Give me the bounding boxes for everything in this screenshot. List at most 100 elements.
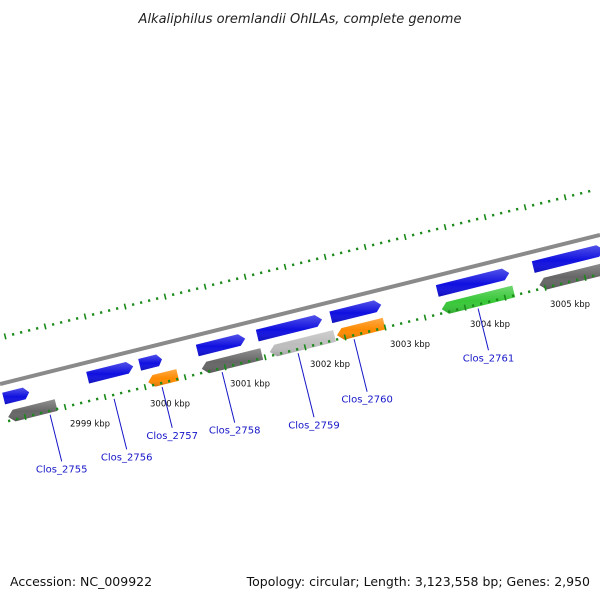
inner-tick	[551, 284, 555, 288]
inner-tick	[7, 419, 11, 423]
inner-tick	[343, 334, 347, 341]
inner-tick	[31, 413, 35, 417]
outer-tick	[579, 191, 583, 195]
outer-tick	[187, 289, 191, 293]
reverse-gene-3[interactable]	[201, 348, 264, 374]
gene-arrow-shade	[531, 245, 600, 273]
inner-tick	[63, 403, 67, 411]
inner-tick	[383, 324, 387, 331]
inner-tick	[559, 282, 563, 286]
outer-tick	[179, 291, 183, 295]
inner-tick	[479, 302, 483, 306]
reverse-gene-4[interactable]	[269, 330, 336, 357]
gene-label-link[interactable]: Clos_2756	[101, 452, 153, 463]
reverse-gene-2[interactable]	[148, 369, 180, 387]
gene-arrow-shade	[8, 399, 58, 422]
inner-tick	[151, 383, 155, 387]
inner-tick	[535, 288, 539, 292]
inner-tick	[159, 381, 163, 385]
inner-tick	[39, 411, 43, 415]
reverse-gene-5[interactable]	[337, 317, 386, 340]
gene-label-link[interactable]: Clos_2758	[209, 426, 261, 437]
outer-tick	[131, 303, 135, 307]
gene-arrow-shade	[329, 300, 382, 324]
forward-gene-3[interactable]	[138, 354, 162, 371]
outer-tick	[19, 330, 23, 334]
inner-tick	[127, 389, 131, 393]
gene-arrow-shade	[138, 354, 162, 371]
gene-label-link[interactable]: Clos_2760	[341, 395, 393, 406]
outer-tick	[227, 279, 231, 283]
inner-tick	[455, 308, 459, 312]
inner-tick	[215, 367, 219, 371]
forward-gene-8[interactable]	[531, 245, 600, 273]
outer-tick	[67, 318, 71, 322]
gene-label-link[interactable]: Clos_2761	[463, 353, 515, 364]
inner-tick	[183, 374, 187, 381]
scale-label: 3005 kbp	[550, 300, 590, 310]
outer-tick	[35, 326, 39, 330]
gene-arrow-shade	[86, 362, 134, 384]
gene-arrow-shade	[148, 369, 180, 387]
outer-tick	[219, 281, 223, 285]
outer-tick	[211, 283, 215, 287]
outer-tick	[475, 217, 479, 221]
forward-strand-genes	[2, 245, 600, 405]
outer-ticks-track	[3, 189, 591, 340]
gene-label-link[interactable]: Clos_2757	[146, 431, 198, 442]
reverse-gene-1[interactable]	[8, 399, 58, 422]
forward-gene-7[interactable]	[435, 268, 510, 297]
outer-tick	[331, 253, 335, 257]
backbone-line	[0, 233, 600, 386]
inner-tick	[447, 310, 451, 314]
inner-tick	[519, 292, 523, 296]
inner-tick	[319, 341, 323, 345]
outer-tick	[147, 299, 151, 303]
inner-tick	[511, 294, 515, 298]
outer-tick	[443, 223, 447, 231]
inner-tick	[351, 333, 355, 337]
inner-tick	[23, 413, 27, 421]
inner-tick	[239, 361, 243, 365]
outer-tick	[235, 277, 239, 281]
outer-tick	[315, 257, 319, 261]
inner-tick	[199, 371, 203, 375]
outer-tick	[291, 263, 295, 267]
inner-tick	[167, 379, 171, 383]
outer-tick	[123, 303, 127, 310]
forward-gene-2[interactable]	[86, 362, 134, 384]
outer-tick	[403, 233, 407, 241]
outer-tick	[59, 320, 63, 324]
inner-tick	[407, 320, 411, 324]
gene-label-link[interactable]: Clos_2759	[288, 420, 340, 431]
forward-gene-1[interactable]	[2, 387, 30, 405]
outer-tick	[43, 323, 47, 330]
inner-tick	[327, 339, 331, 343]
outer-tick	[555, 197, 559, 201]
inner-tick	[143, 384, 147, 391]
forward-gene-4[interactable]	[195, 334, 246, 357]
outer-tick	[371, 243, 375, 247]
reverse-gene-7[interactable]	[539, 262, 600, 290]
forward-gene-6[interactable]	[329, 300, 382, 324]
gene-arrow-shade	[195, 334, 246, 357]
outer-tick	[203, 283, 207, 290]
reverse-strand-genes	[8, 262, 600, 422]
outer-tick	[531, 203, 535, 207]
outer-tick	[347, 249, 351, 253]
outer-tick	[283, 263, 287, 270]
inner-tick	[415, 318, 419, 322]
outer-tick	[51, 322, 55, 326]
inner-tick	[231, 363, 235, 367]
outer-tick	[91, 313, 95, 316]
gene-arrow-shade	[337, 317, 386, 340]
reverse-gene-6[interactable]	[441, 285, 516, 314]
gene-arrow-shade	[2, 387, 30, 405]
inner-tick	[583, 274, 587, 281]
gene-label-link[interactable]: Clos_2755	[36, 464, 88, 475]
inner-tick	[119, 391, 123, 395]
outer-tick	[379, 241, 383, 245]
inner-tick	[311, 343, 315, 347]
forward-gene-5[interactable]	[255, 315, 322, 342]
inner-tick	[487, 300, 491, 304]
